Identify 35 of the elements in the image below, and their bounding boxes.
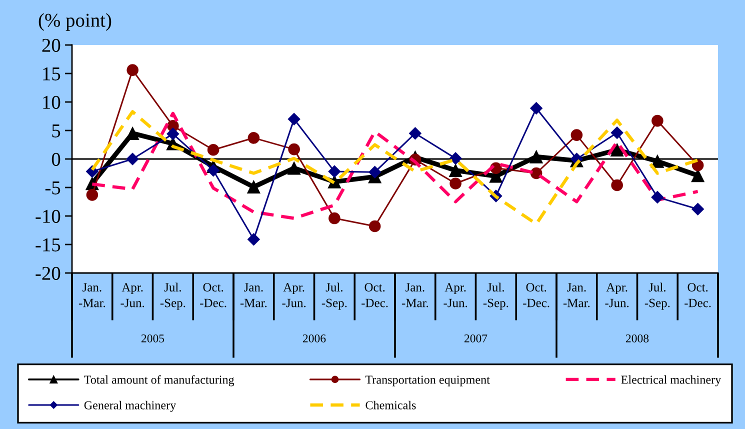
- text: 2007: [464, 334, 488, 342]
- x-tick-label: Jan. -Mar.: [240, 283, 267, 308]
- text: 2006: [302, 334, 326, 342]
- text: 2008: [626, 334, 649, 342]
- y-axis-title: (% point): [38, 13, 112, 31]
- x-tick-label: Apr. -Jun.: [282, 283, 306, 308]
- legend-label: Chemicals: [366, 400, 416, 410]
- y-tick-label: 0: [52, 152, 60, 166]
- y-tick-label: -15: [36, 238, 60, 252]
- x-tick-label: Jul. -Sep.: [483, 282, 508, 310]
- y-tick-label: -5: [45, 182, 60, 194]
- y-tick-label: -20: [36, 266, 60, 280]
- text: 2005: [141, 334, 164, 342]
- y-tick-label: 5: [52, 124, 60, 138]
- x-tick-label: Apr. -Jun.: [120, 283, 144, 308]
- x-tick-label: Jul. -Sep.: [160, 282, 186, 310]
- x-tick-label: Oct. -Dec.: [362, 283, 388, 308]
- y-tick-label: 10: [43, 96, 60, 109]
- y-tick-label: 20: [42, 38, 60, 52]
- x-tick-label: Oct. -Dec.: [200, 283, 226, 308]
- legend-label: Total amount of manufacturing: [84, 375, 234, 386]
- x-tick-label: Jul. -Sep.: [644, 282, 670, 310]
- legend-label: Electrical machinery: [621, 375, 722, 386]
- x-tick-label: Oct. -Dec.: [684, 283, 711, 308]
- x-tick-label: Jan. -Mar.: [402, 283, 428, 308]
- legend-label: Transportation equipment: [365, 376, 490, 386]
- x-tick-label: Oct. -Dec.: [523, 283, 550, 308]
- x-tick-label: Jul. -Sep.: [322, 282, 347, 310]
- y-tick-label: 15: [43, 67, 60, 80]
- x-tick-label: Apr. -Jun.: [444, 283, 468, 308]
- x-tick-label: Apr. -Jun.: [605, 283, 629, 308]
- y-tick-label: -10: [36, 210, 60, 223]
- x-tick-label: Jan. -Mar.: [78, 283, 106, 308]
- legend-label: General machinery: [84, 400, 176, 412]
- x-tick-label: Jan. -Mar.: [563, 283, 590, 308]
